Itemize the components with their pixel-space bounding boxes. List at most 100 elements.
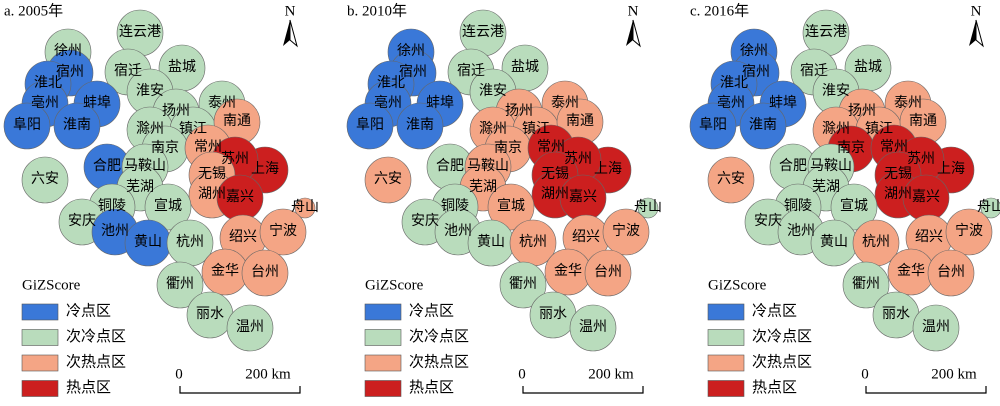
city-label: 蚌埠 (769, 94, 797, 111)
city-label: 嘉兴 (226, 189, 254, 205)
region (842, 261, 890, 309)
city-label: 泰州 (551, 95, 579, 111)
legend-label: 冷点区 (752, 302, 797, 319)
city-label: 舟山 (291, 199, 319, 215)
city-label: 连云港 (462, 24, 504, 40)
city-label: 黄山 (477, 233, 505, 250)
city-label: 衢州 (509, 275, 537, 292)
city-label: 芜湖 (812, 178, 840, 195)
city-label: 苏州 (564, 151, 592, 167)
city-label: 安庆 (754, 213, 782, 229)
city-label: 徐州 (54, 43, 82, 59)
city-label: 合肥 (436, 158, 464, 174)
legend-swatch (21, 303, 59, 321)
city-label: 马鞍山 (124, 158, 166, 174)
legend-label: 冷点区 (66, 302, 111, 319)
region (707, 156, 755, 204)
city-label: 阜阳 (13, 116, 41, 133)
city-label: 淮南 (749, 117, 777, 133)
city-label: 淮北 (377, 75, 405, 91)
legend-swatch (21, 380, 59, 397)
city-label: 六安 (374, 171, 402, 187)
legend-label: 热点区 (752, 379, 797, 396)
region (144, 183, 192, 231)
panel-title: b. 2010年 (347, 2, 407, 19)
city-label: 马鞍山 (467, 158, 509, 174)
city-label: 温州 (922, 319, 950, 335)
city-label: 衢州 (852, 275, 880, 292)
city-label: 淮北 (720, 75, 748, 91)
city-label: 池州 (444, 223, 472, 239)
legend-title: GiZScore (365, 277, 424, 293)
legend-label: 次热点区 (409, 353, 469, 370)
city-label: 铜陵 (98, 198, 126, 214)
city-label: 宁波 (269, 222, 297, 239)
city-label: 杭州 (862, 234, 890, 250)
city-label: 蚌埠 (83, 94, 111, 111)
city-label: 扬州 (505, 103, 533, 119)
city-label: 常州 (194, 139, 222, 155)
region (584, 249, 632, 297)
city-label: 南通 (909, 113, 937, 129)
city-label: 镇江 (865, 121, 893, 137)
city-label: 滁州 (136, 121, 164, 137)
city-label: 扬州 (848, 103, 876, 119)
region (499, 261, 547, 309)
city-label: 丽水 (882, 306, 910, 322)
region (3, 102, 51, 150)
legend-label: 次热点区 (66, 353, 126, 370)
legend-title: GiZScore (22, 277, 81, 293)
city-label: 常州 (537, 139, 565, 155)
city-label: 上海 (594, 161, 622, 177)
region (927, 249, 975, 297)
panel-title: c. 2016年 (690, 2, 749, 19)
legend-swatch (707, 329, 745, 346)
city-label: 铜陵 (784, 198, 812, 214)
city-label: 宁波 (955, 222, 983, 239)
legend-label: 次冷点区 (752, 328, 812, 345)
scale-end: 200 km (931, 366, 977, 382)
legend-swatch (364, 303, 402, 321)
region (53, 102, 101, 150)
legend-label: 热点区 (66, 379, 111, 396)
city-label: 宣城 (154, 198, 182, 214)
legend-label: 热点区 (409, 379, 454, 396)
scale-start: 0 (518, 366, 526, 382)
city-label: 滁州 (479, 121, 507, 137)
north-label: N (285, 3, 296, 19)
region (569, 304, 617, 352)
region (226, 304, 274, 352)
city-label: 上海 (251, 161, 279, 177)
city-label: 蚌埠 (426, 94, 454, 111)
north-arrow (626, 20, 633, 46)
scale-start: 0 (861, 366, 869, 382)
city-label: 黄山 (820, 233, 848, 250)
region (364, 156, 412, 204)
city-label: 金华 (211, 263, 239, 279)
region (294, 197, 316, 219)
city-label: 连云港 (805, 24, 847, 40)
city-label: 合肥 (779, 158, 807, 174)
city-label: 亳州 (717, 94, 745, 111)
legend-label: 次冷点区 (409, 328, 469, 345)
city-label: 盐城 (511, 59, 539, 75)
city-label: 芜湖 (126, 178, 154, 195)
city-label: 台州 (594, 264, 622, 280)
region (396, 102, 444, 150)
city-label: 绍兴 (572, 229, 600, 245)
city-label: 镇江 (522, 121, 550, 137)
scale-start: 0 (175, 366, 183, 382)
city-label: 舟山 (977, 199, 1000, 215)
city-label: 湖州 (541, 186, 569, 202)
city-label: 南京 (494, 140, 522, 156)
city-label: 丽水 (539, 306, 567, 322)
region (637, 197, 659, 219)
city-label: 绍兴 (915, 229, 943, 245)
city-label: 黄山 (134, 233, 162, 250)
region (689, 102, 737, 150)
city-label: 嘉兴 (569, 189, 597, 205)
city-label: 舟山 (634, 199, 662, 215)
